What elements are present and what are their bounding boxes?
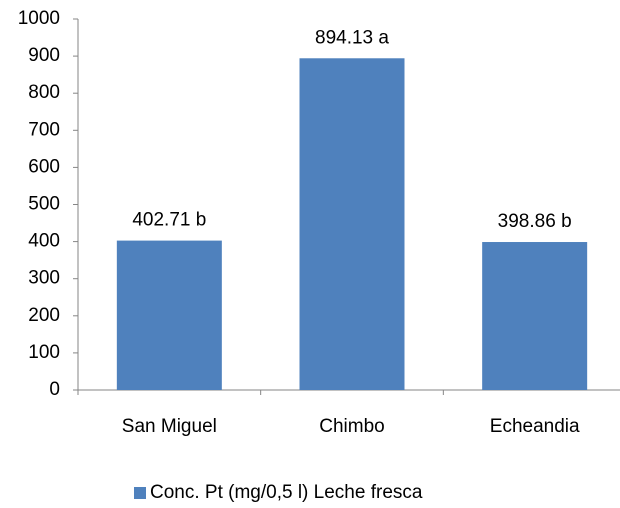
x-tick-label: Chimbo — [319, 416, 384, 437]
y-tick-label: 700 — [28, 119, 60, 140]
data-label: 398.86 b — [498, 211, 572, 232]
y-tick-label: 1000 — [18, 8, 60, 29]
x-tick-label: Echeandia — [490, 416, 580, 437]
y-tick-label: 200 — [28, 305, 60, 326]
data-label: 402.71 b — [132, 210, 206, 231]
y-tick-label: 100 — [28, 342, 60, 363]
data-label: 894.13 a — [315, 27, 389, 48]
bar — [299, 58, 405, 390]
y-tick-label: 600 — [28, 156, 60, 177]
bar — [116, 240, 222, 390]
y-tick-label: 800 — [28, 82, 60, 103]
y-tick-label: 0 — [49, 379, 60, 400]
legend-swatch — [134, 487, 146, 499]
y-tick-label: 500 — [28, 194, 60, 215]
bar — [482, 242, 588, 390]
x-tick-label: San Miguel — [122, 416, 217, 437]
legend-label: Conc. Pt (mg/0,5 l) Leche fresca — [150, 482, 423, 503]
y-tick-label: 400 — [28, 231, 60, 252]
y-tick-label: 300 — [28, 268, 60, 289]
y-tick-label: 900 — [28, 45, 60, 66]
